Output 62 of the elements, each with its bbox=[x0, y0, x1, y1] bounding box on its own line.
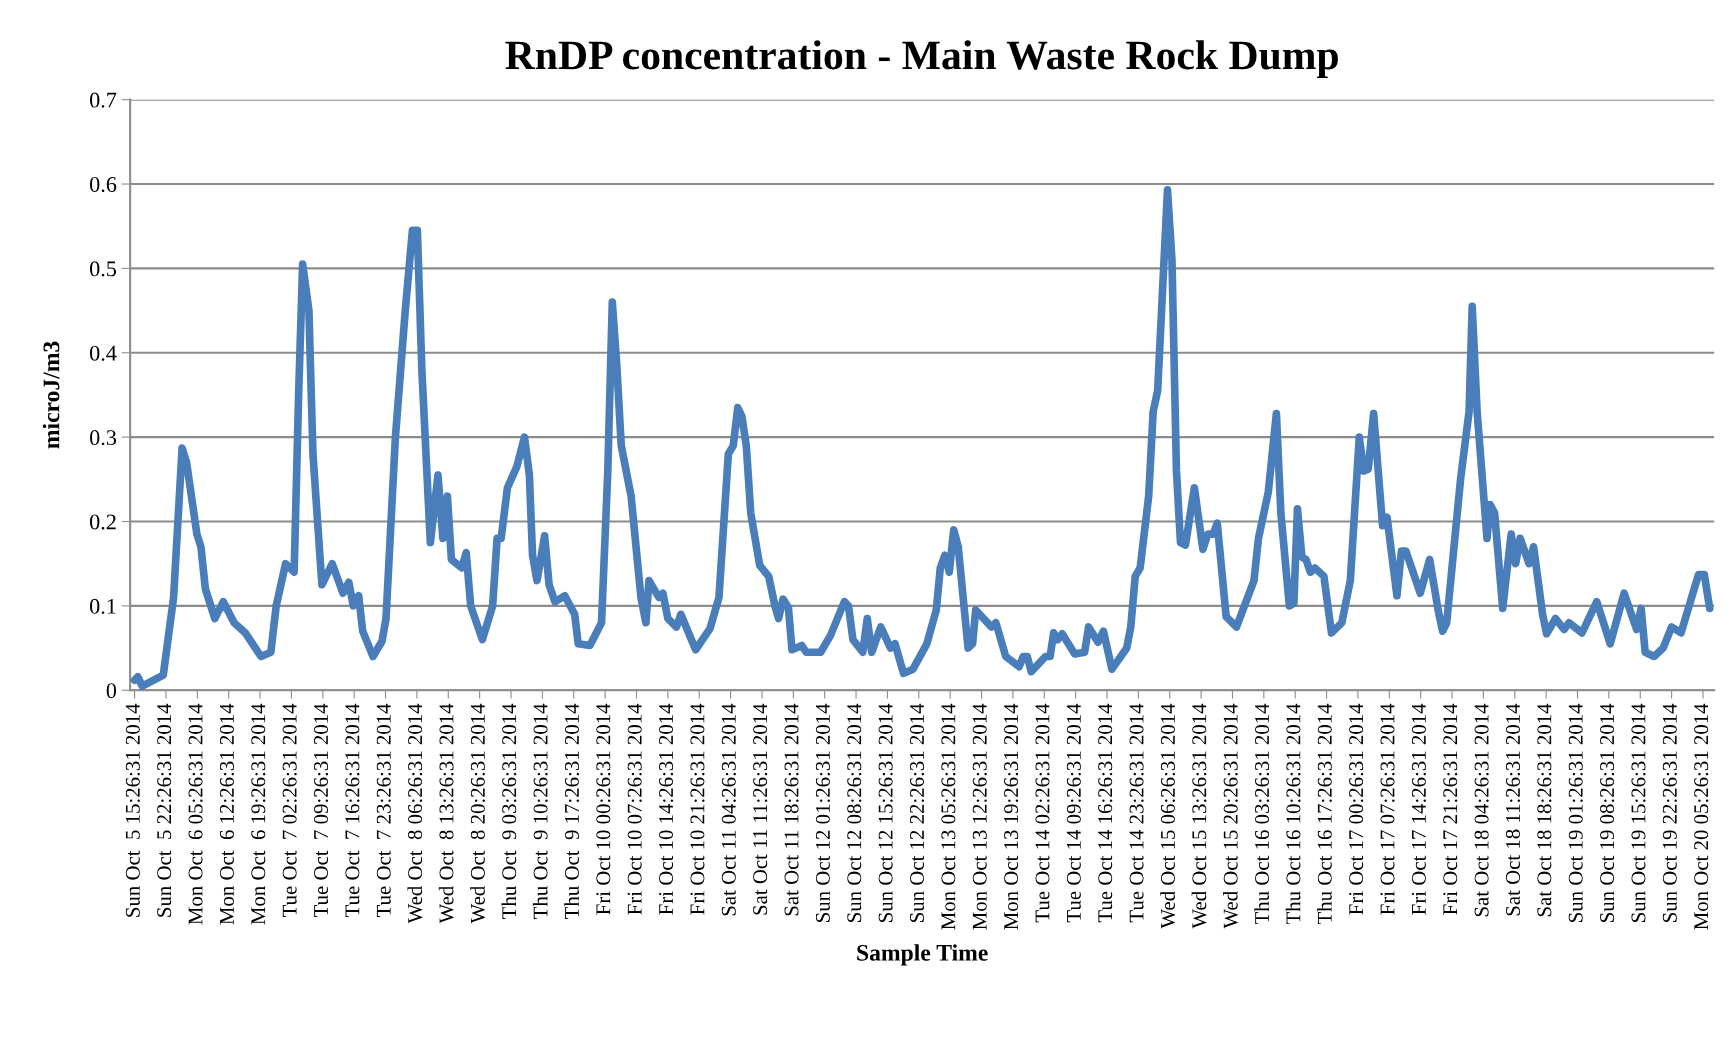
x-tick-label: Wed Oct 15 06:26:31 2014 bbox=[1160, 703, 1176, 929]
x-tick-label: Sun Oct 19 08:26:31 2014 bbox=[1600, 703, 1615, 922]
x-tick-label: Tue Oct 14 23:26:31 2014 bbox=[1129, 703, 1144, 923]
x-tick-label: Fri Oct 17 00:26:31 2014 bbox=[1349, 703, 1364, 915]
x-tick-label: Fri Oct 17 07:26:31 2014 bbox=[1380, 703, 1395, 915]
x-tick-label: Sat Oct 18 04:26:31 2014 bbox=[1474, 703, 1489, 917]
y-tick-label: 0.5 bbox=[90, 261, 117, 277]
y-axis-title: microJ/m3 bbox=[42, 341, 60, 449]
x-tick-label: Sun Oct 19 15:26:31 2014 bbox=[1631, 703, 1646, 922]
x-tick-label: Fri Oct 10 00:26:31 2014 bbox=[596, 703, 611, 915]
x-tick-label: Tue Oct 7 02:26:31 2014 bbox=[282, 703, 297, 917]
x-tick-label: Sun Oct 5 15:26:31 2014 bbox=[125, 703, 140, 917]
x-tick-label: Mon Oct 6 05:26:31 2014 bbox=[188, 703, 203, 925]
x-tick-label: Fri Oct 10 14:26:31 2014 bbox=[659, 703, 674, 915]
x-tick-label: Thu Oct 16 03:26:31 2014 bbox=[1254, 703, 1270, 925]
x-tick-label: Tue Oct 7 23:26:31 2014 bbox=[376, 703, 391, 917]
x-tick-label: Fri Oct 10 21:26:31 2014 bbox=[690, 703, 705, 915]
x-tick-label: Wed Oct 8 20:26:31 2014 bbox=[470, 703, 485, 924]
y-tick-label: 0.1 bbox=[90, 598, 116, 614]
x-tick-label: Wed Oct 15 13:26:31 2014 bbox=[1191, 703, 1207, 929]
x-tick-label: Fri Oct 10 07:26:31 2014 bbox=[627, 703, 642, 915]
x-axis-title: Sample Time bbox=[857, 944, 988, 966]
y-tick-label: 0.6 bbox=[90, 176, 117, 193]
x-tick-label: Sun Oct 12 08:26:31 2014 bbox=[847, 703, 862, 922]
x-tick-label: Tue Oct 7 16:26:31 2014 bbox=[345, 703, 360, 917]
x-tick-label: Sat Oct 18 11:26:31 2014 bbox=[1505, 703, 1521, 916]
x-tick-label: Wed Oct 8 13:26:31 2014 bbox=[438, 703, 454, 924]
x-tick-label: Thu Oct 16 10:26:31 2014 bbox=[1285, 703, 1301, 925]
x-tick-label: Thu Oct 9 17:26:31 2014 bbox=[564, 703, 580, 919]
x-tick-label: Mon Oct 6 12:26:31 2014 bbox=[219, 703, 235, 925]
x-tick-label: Sun Oct 19 22:26:31 2014 bbox=[1662, 703, 1677, 922]
x-tick-label: Thu Oct 16 17:26:31 2014 bbox=[1317, 703, 1332, 925]
x-tick-label: Mon Oct 13 05:26:31 2014 bbox=[941, 703, 956, 930]
x-tick-label: Mon Oct 13 12:26:31 2014 bbox=[972, 703, 987, 930]
y-tick-label: 0.4 bbox=[90, 345, 117, 361]
x-tick-label: Sun Oct 12 01:26:31 2014 bbox=[815, 703, 830, 922]
x-tick-label: Sun Oct 12 15:26:31 2014 bbox=[878, 703, 893, 922]
chart-title: RnDP concentration - Main Waste Rock Dump bbox=[505, 40, 1338, 78]
x-tick-label: Sun Oct 19 01:26:31 2014 bbox=[1568, 703, 1583, 922]
x-tick-label: Sat Oct 11 18:26:31 2014 bbox=[784, 703, 799, 916]
x-tick-label: Mon Oct 20 05:26:31 2014 bbox=[1694, 703, 1709, 930]
x-tick-label: Sat Oct 11 04:26:31 2014 bbox=[721, 703, 736, 916]
x-tick-label: Sun Oct 5 22:26:31 2014 bbox=[157, 703, 172, 917]
x-tick-label: Fri Oct 17 21:26:31 2014 bbox=[1443, 703, 1458, 915]
x-tick-label: Fri Oct 17 14:26:31 2014 bbox=[1411, 703, 1426, 915]
y-tick-label: 0.3 bbox=[90, 430, 117, 446]
x-tick-label: Wed Oct 15 20:26:31 2014 bbox=[1223, 703, 1238, 929]
x-tick-label: Tue Oct 14 02:26:31 2014 bbox=[1035, 703, 1050, 923]
x-tick-label: Sun Oct 12 22:26:31 2014 bbox=[909, 703, 925, 922]
x-tick-label: Sat Oct 18 18:26:31 2014 bbox=[1537, 703, 1552, 917]
x-tick-label: Tue Oct 14 09:26:31 2014 bbox=[1066, 703, 1081, 923]
x-tick-label: Wed Oct 8 06:26:31 2014 bbox=[407, 703, 423, 924]
x-tick-label: Mon Oct 13 19:26:31 2014 bbox=[1004, 703, 1019, 930]
y-tick-label: 0 bbox=[106, 683, 117, 699]
x-tick-label: Thu Oct 9 10:26:31 2014 bbox=[532, 703, 548, 919]
x-tick-label: Thu Oct 9 03:26:31 2014 bbox=[501, 703, 517, 919]
y-tick-label: 0.2 bbox=[90, 514, 116, 530]
x-tick-label: Tue Oct 7 09:26:31 2014 bbox=[313, 703, 329, 917]
x-tick-label: Sat Oct 11 11:26:31 2014 bbox=[753, 703, 768, 915]
x-tick-label: Tue Oct 14 16:26:31 2014 bbox=[1098, 703, 1113, 923]
y-tick-label: 0.7 bbox=[90, 92, 117, 108]
x-tick-label: Mon Oct 6 19:26:31 2014 bbox=[251, 703, 266, 925]
